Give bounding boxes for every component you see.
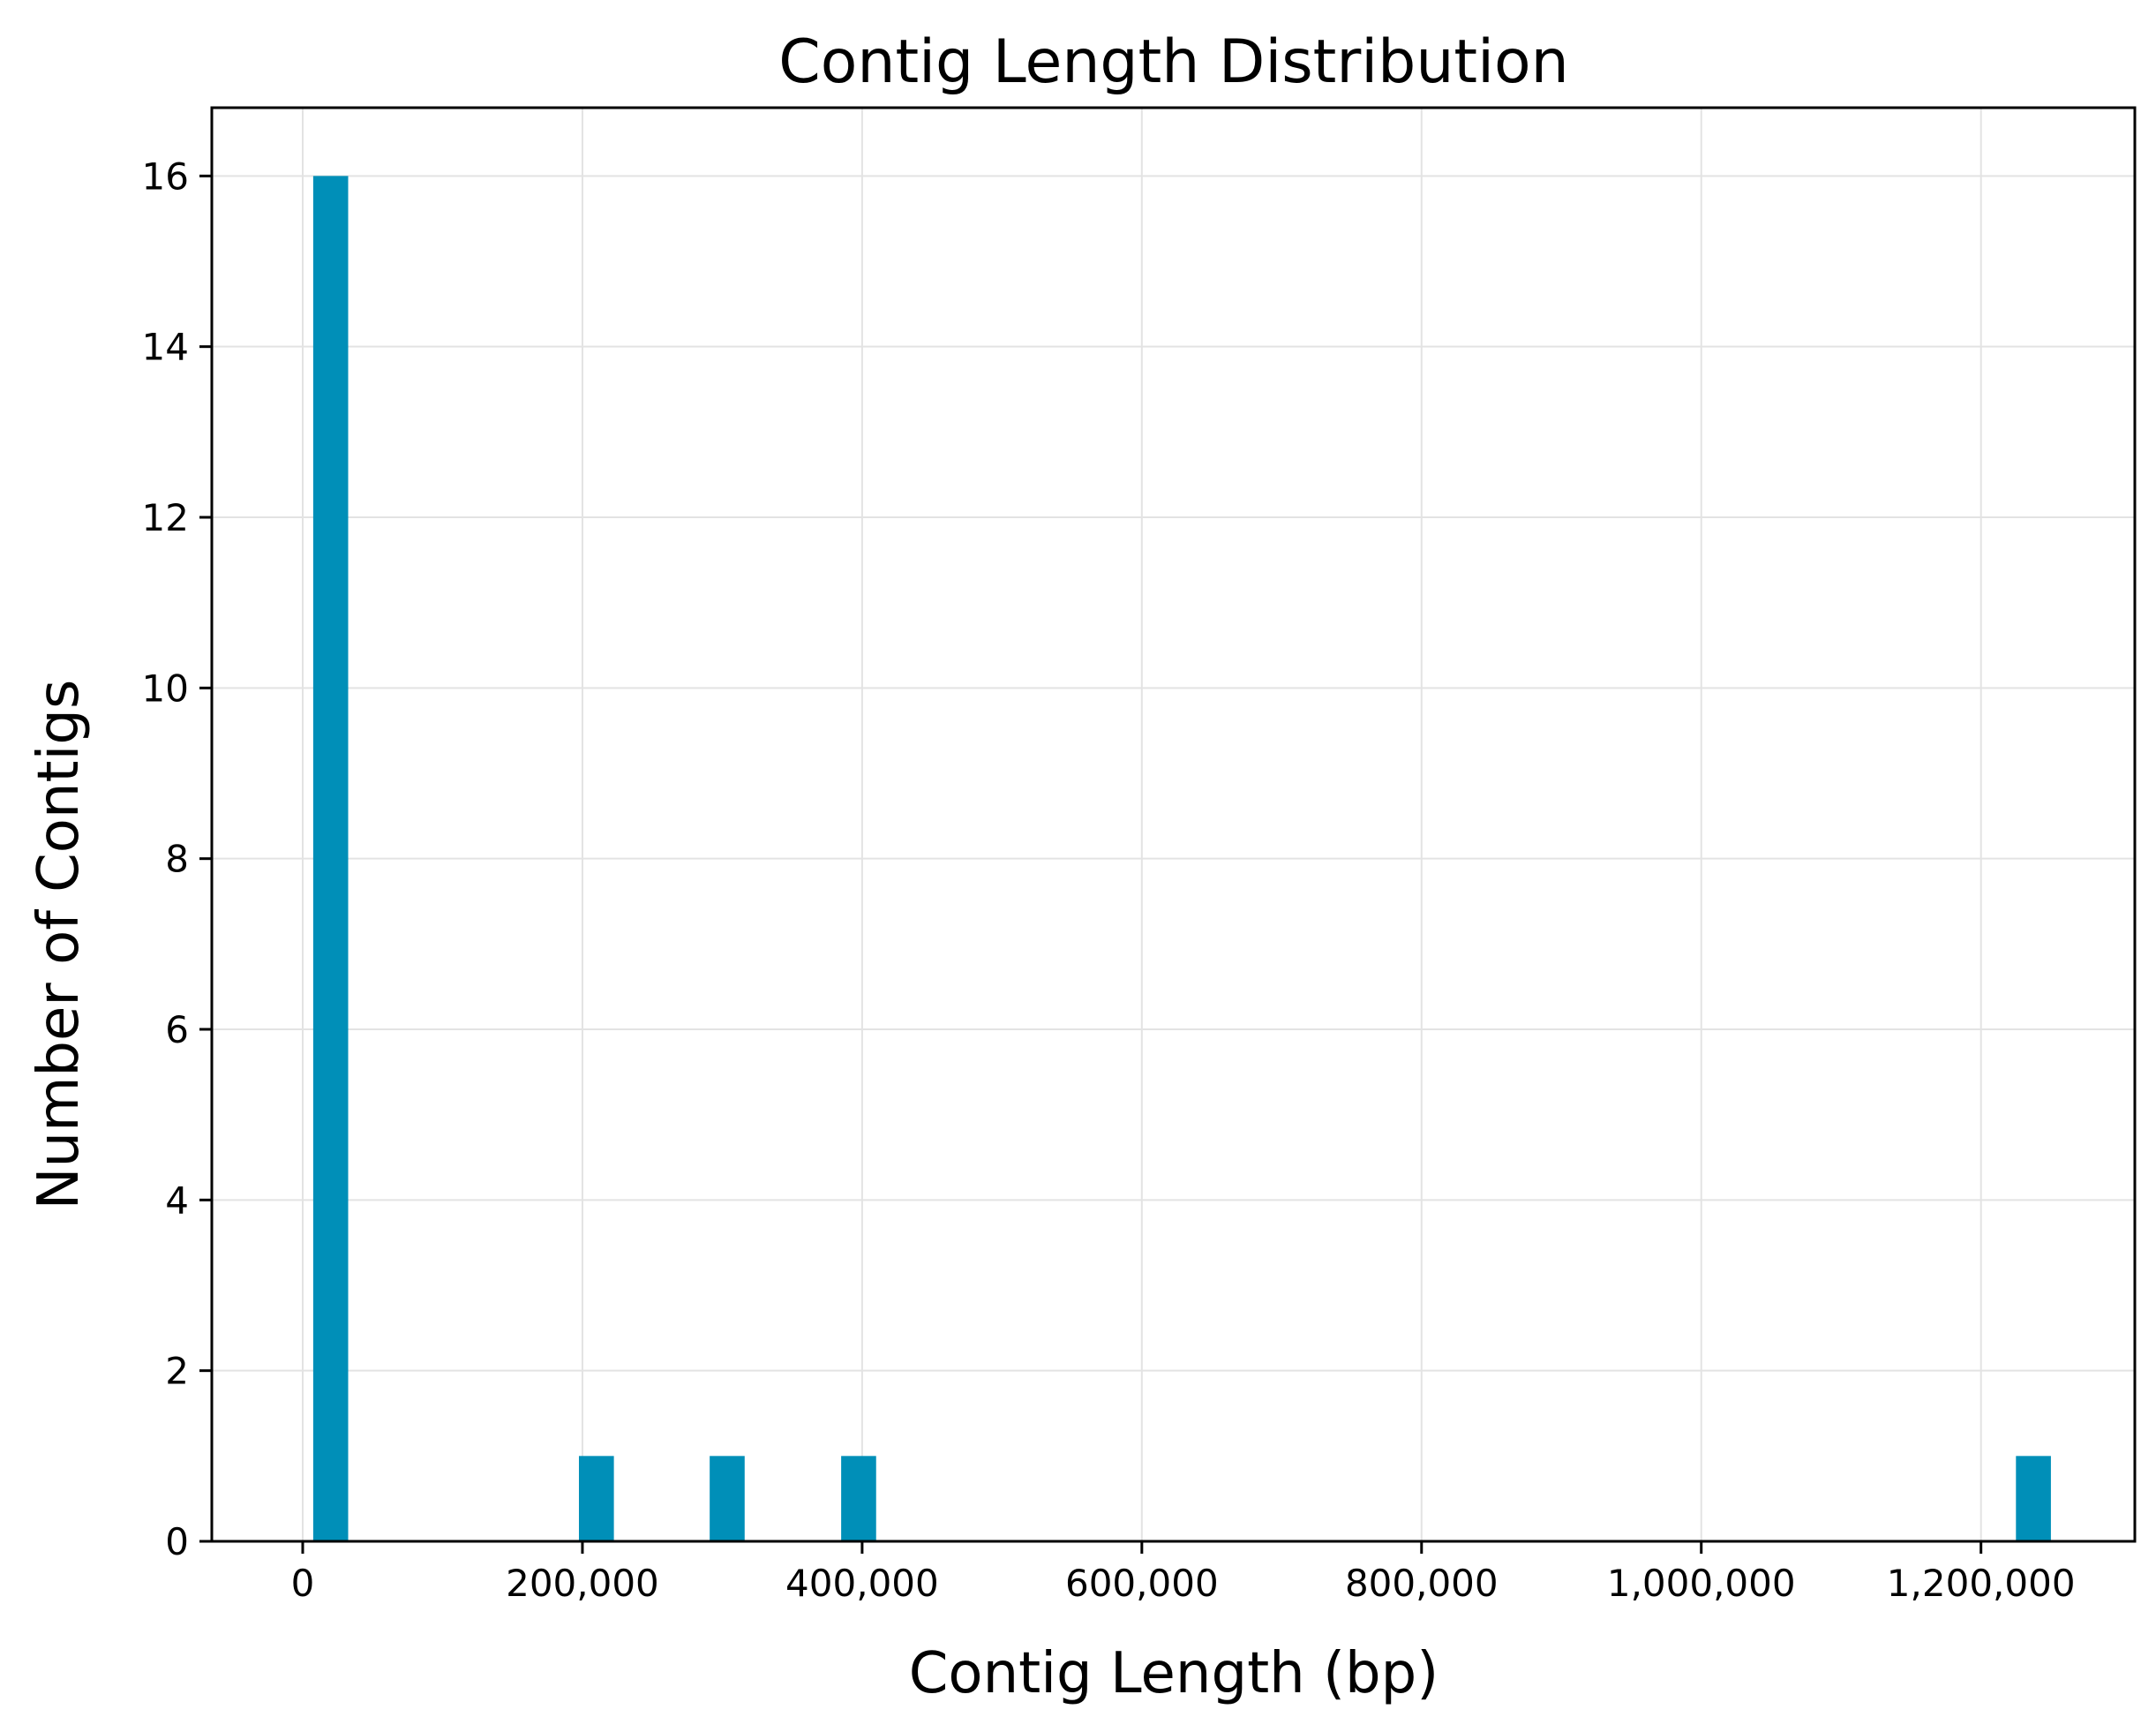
x-tick-label: 1,200,000 (1887, 1562, 2076, 1605)
y-tick-label: 16 (142, 154, 189, 198)
y-tick-label: 12 (142, 496, 189, 539)
y-tick-label: 6 (165, 1008, 189, 1051)
y-tick-label: 0 (165, 1520, 189, 1563)
x-tick-label: 800,000 (1345, 1562, 1499, 1605)
x-tick-label: 0 (291, 1562, 315, 1605)
plot-frame (210, 106, 2137, 1543)
x-tick-label: 200,000 (506, 1562, 659, 1605)
y-tick-label: 14 (142, 326, 189, 369)
histogram-bar (710, 1456, 745, 1541)
x-axis-label: Contig Length (bp) (909, 1641, 1439, 1706)
y-tick-label: 8 (165, 838, 189, 881)
y-axis-label: Number of Contigs (26, 680, 92, 1210)
x-tick-label: 600,000 (1065, 1562, 1219, 1605)
y-tick-label: 4 (165, 1179, 189, 1222)
x-tick-label: 1,000,000 (1607, 1562, 1796, 1605)
y-tick-label: 10 (142, 666, 189, 710)
histogram-bar (578, 1456, 614, 1541)
histogram-bar (841, 1456, 876, 1541)
x-axis-ticks: 0 200,000 400,000 600,000 800,000 1,000,000 1,… (291, 1541, 2076, 1605)
histogram-bar (312, 176, 349, 1541)
chart-title: Contig Length Distribution (778, 27, 1568, 97)
y-tick-label: 2 (165, 1350, 189, 1393)
x-tick-label: 400,000 (785, 1562, 939, 1605)
histogram-bars (312, 176, 2051, 1541)
histogram-bar (2016, 1456, 2051, 1541)
y-axis-ticks: 0 2 4 6 8 10 12 14 16 (142, 154, 212, 1563)
